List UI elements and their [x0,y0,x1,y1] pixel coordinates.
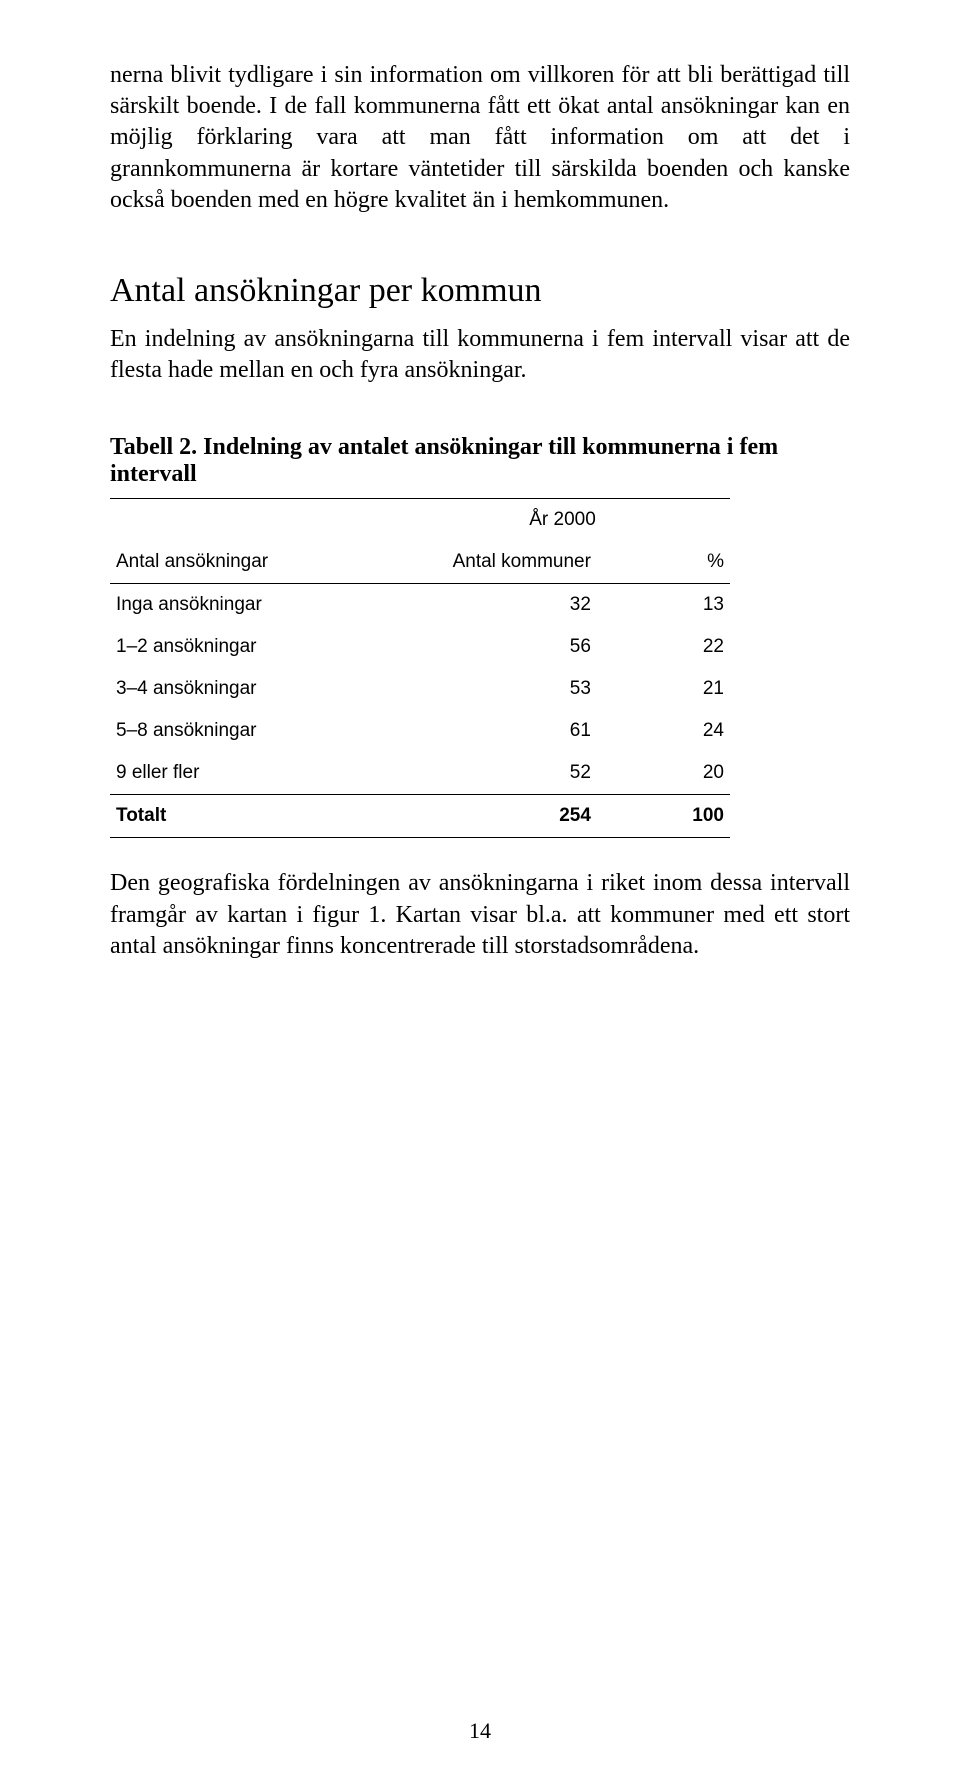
table-col-header-0: Antal ansökningar [110,541,395,584]
table-cell-n: 61 [395,710,597,752]
document-page: nerna blivit tydligare i sin information… [0,0,960,1784]
table-cell-label: 5–8 ansökningar [110,710,395,752]
intro-paragraph: nerna blivit tydligare i sin information… [110,60,850,216]
applications-table: År 2000 Antal ansökningar Antal kommuner… [110,498,730,838]
table-cell-label: 9 eller fler [110,752,395,795]
table-row: 1–2 ansökningar 56 22 [110,626,730,668]
table-cell-label: Inga ansökningar [110,584,395,627]
table-year-row: År 2000 [110,499,730,542]
table-cell-pct: 24 [597,710,730,752]
table-cell-pct: 13 [597,584,730,627]
table-row: 5–8 ansökningar 61 24 [110,710,730,752]
table-cell-label: 1–2 ansökningar [110,626,395,668]
table-row: 9 eller fler 52 20 [110,752,730,795]
table-row: Inga ansökningar 32 13 [110,584,730,627]
table-cell-pct: 21 [597,668,730,710]
table-col-header-1: Antal kommuner [395,541,597,584]
table-cell-n: 52 [395,752,597,795]
table-total-pct: 100 [597,795,730,838]
section-heading-antal: Antal ansökningar per kommun [110,272,850,310]
table-caption: Tabell 2. Indelning av antalet ansökning… [110,434,850,488]
page-number: 14 [0,1718,960,1744]
closing-paragraph: Den geografiska fördelningen av ansöknin… [110,868,850,962]
section-paragraph: En indelning av ansökningarna till kommu… [110,324,850,386]
table-year-label: År 2000 [395,499,730,542]
table-total-label: Totalt [110,795,395,838]
table-header-row: Antal ansökningar Antal kommuner % [110,541,730,584]
table-total-row: Totalt 254 100 [110,795,730,838]
table-col-header-2: % [597,541,730,584]
table-cell-label: 3–4 ansökningar [110,668,395,710]
table-cell-n: 32 [395,584,597,627]
table-cell-pct: 22 [597,626,730,668]
table-row: 3–4 ansökningar 53 21 [110,668,730,710]
table-cell-n: 56 [395,626,597,668]
table-total-n: 254 [395,795,597,838]
table-cell-pct: 20 [597,752,730,795]
table-cell-n: 53 [395,668,597,710]
